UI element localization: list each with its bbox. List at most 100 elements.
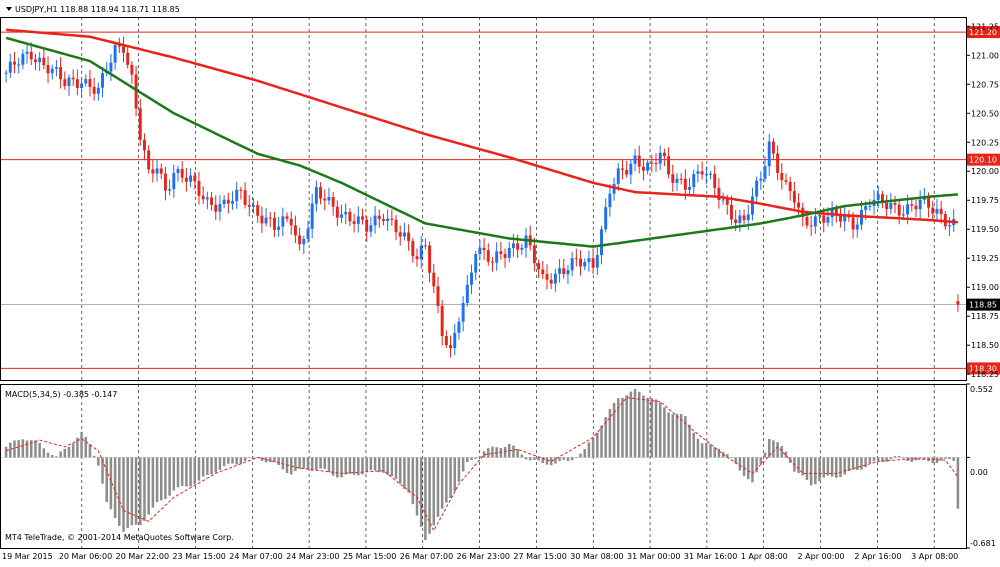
macd-histogram-bar bbox=[268, 457, 272, 463]
candle-body bbox=[17, 64, 21, 66]
candle-body bbox=[231, 201, 234, 204]
macd-histogram-bar bbox=[139, 457, 142, 526]
candle-body bbox=[218, 204, 222, 212]
candle-body bbox=[25, 51, 29, 54]
chevron-down-icon[interactable] bbox=[6, 7, 12, 11]
candle-body bbox=[205, 197, 209, 200]
macd-histogram-bar bbox=[185, 457, 188, 487]
candle-body bbox=[415, 256, 419, 260]
macd-histogram-bar bbox=[147, 457, 150, 515]
level-badge bbox=[966, 26, 1000, 39]
macd-histogram-bar bbox=[222, 457, 226, 467]
macd-histogram-bar bbox=[403, 457, 406, 489]
candle-body bbox=[541, 269, 545, 275]
candle-body bbox=[826, 217, 830, 223]
candle-body bbox=[818, 215, 822, 217]
macd-histogram-bar bbox=[336, 457, 339, 478]
candle-body bbox=[80, 83, 84, 88]
macd-histogram-bar bbox=[340, 457, 343, 478]
macd-histogram-bar bbox=[38, 442, 41, 458]
candle-body bbox=[730, 204, 733, 220]
candle-body bbox=[679, 178, 683, 180]
candle-body bbox=[46, 65, 50, 74]
candle-body bbox=[327, 197, 331, 201]
candle-body bbox=[906, 204, 910, 215]
macd-histogram-bar bbox=[109, 457, 113, 510]
macd-histogram-bar bbox=[394, 457, 398, 479]
macd-histogram-bar bbox=[591, 437, 595, 458]
macd-histogram-bar bbox=[935, 457, 939, 463]
macd-histogram-bar bbox=[159, 457, 163, 501]
macd-tick-zero: 0.00 bbox=[970, 468, 988, 477]
macd-histogram-bar bbox=[868, 457, 872, 464]
candle-body bbox=[440, 305, 444, 336]
macd-histogram-bar bbox=[235, 457, 238, 465]
x-tick-label: 24 Mar 07:00 bbox=[229, 552, 282, 561]
candle-body bbox=[386, 218, 390, 221]
y-tick-label: 120.25 bbox=[971, 138, 999, 147]
macd-histogram-bar bbox=[587, 442, 591, 458]
macd-histogram-bar bbox=[214, 457, 218, 473]
macd-histogram-bar bbox=[369, 457, 373, 471]
macd-histogram-bar bbox=[331, 457, 335, 476]
macd-histogram-bar bbox=[34, 440, 37, 458]
macd-histogram-bar bbox=[767, 438, 771, 458]
macd-histogram-bar bbox=[658, 402, 662, 458]
x-tick-label: 20 Mar 06:00 bbox=[59, 552, 112, 561]
macd-histogram-bar bbox=[260, 457, 264, 461]
macd-histogram-bar bbox=[29, 440, 33, 458]
candle-body bbox=[33, 59, 37, 63]
macd-histogram-bar bbox=[835, 457, 838, 478]
x-tick-label: 19 Mar 2015 bbox=[2, 552, 53, 561]
macd-histogram-bar bbox=[453, 457, 457, 491]
candle-body bbox=[63, 79, 67, 87]
candle-body bbox=[13, 61, 16, 65]
candle-body bbox=[197, 180, 201, 196]
candle-body bbox=[302, 238, 306, 245]
macd-histogram-bar bbox=[365, 457, 368, 472]
macd-histogram-bar bbox=[675, 414, 679, 458]
candle-body bbox=[419, 245, 423, 260]
macd-histogram-bar bbox=[357, 457, 360, 476]
candle-body bbox=[365, 219, 369, 232]
macd-histogram-bar bbox=[520, 454, 524, 458]
macd-histogram-bar bbox=[772, 440, 775, 458]
macd-histogram-bar bbox=[407, 457, 410, 493]
candle-body bbox=[402, 232, 406, 237]
x-tick-label: 20 Mar 22:00 bbox=[116, 552, 169, 561]
macd-histogram-bar bbox=[457, 457, 461, 482]
moving-averages bbox=[5, 28, 959, 248]
x-tick-label: 3 Apr 08:00 bbox=[911, 552, 958, 561]
macd-histogram-bar bbox=[164, 457, 167, 499]
candle-body bbox=[289, 218, 293, 226]
macd-panel-frame bbox=[0, 384, 967, 549]
candle-body bbox=[587, 258, 591, 263]
macd-signal-line bbox=[5, 397, 959, 532]
macd-histogram-bar bbox=[726, 454, 729, 458]
candle-body bbox=[562, 268, 566, 275]
macd-histogram-bar bbox=[327, 457, 331, 473]
candle-body bbox=[423, 245, 427, 247]
candle-body bbox=[457, 321, 461, 333]
candle-body bbox=[927, 196, 931, 208]
macd-histogram-bar bbox=[210, 457, 213, 475]
candle-body bbox=[436, 286, 440, 306]
macd-histogram-bar bbox=[554, 457, 557, 464]
candle-body bbox=[155, 168, 159, 174]
candle-body bbox=[721, 199, 725, 201]
macd-histogram-bar bbox=[206, 457, 209, 475]
macd-histogram-bar bbox=[352, 457, 356, 475]
macd-histogram-bar bbox=[315, 457, 318, 470]
candle-body bbox=[843, 216, 847, 222]
candle-body bbox=[356, 216, 360, 224]
candle-body bbox=[71, 77, 75, 80]
macd-histogram-bar bbox=[851, 457, 855, 470]
candle-body bbox=[608, 193, 612, 208]
macd-histogram-bar bbox=[348, 457, 352, 474]
candle-body bbox=[797, 202, 801, 208]
macd-histogram-bar bbox=[843, 457, 846, 475]
candle-body bbox=[637, 155, 641, 167]
y-tick-label: 121.25 bbox=[971, 22, 999, 31]
